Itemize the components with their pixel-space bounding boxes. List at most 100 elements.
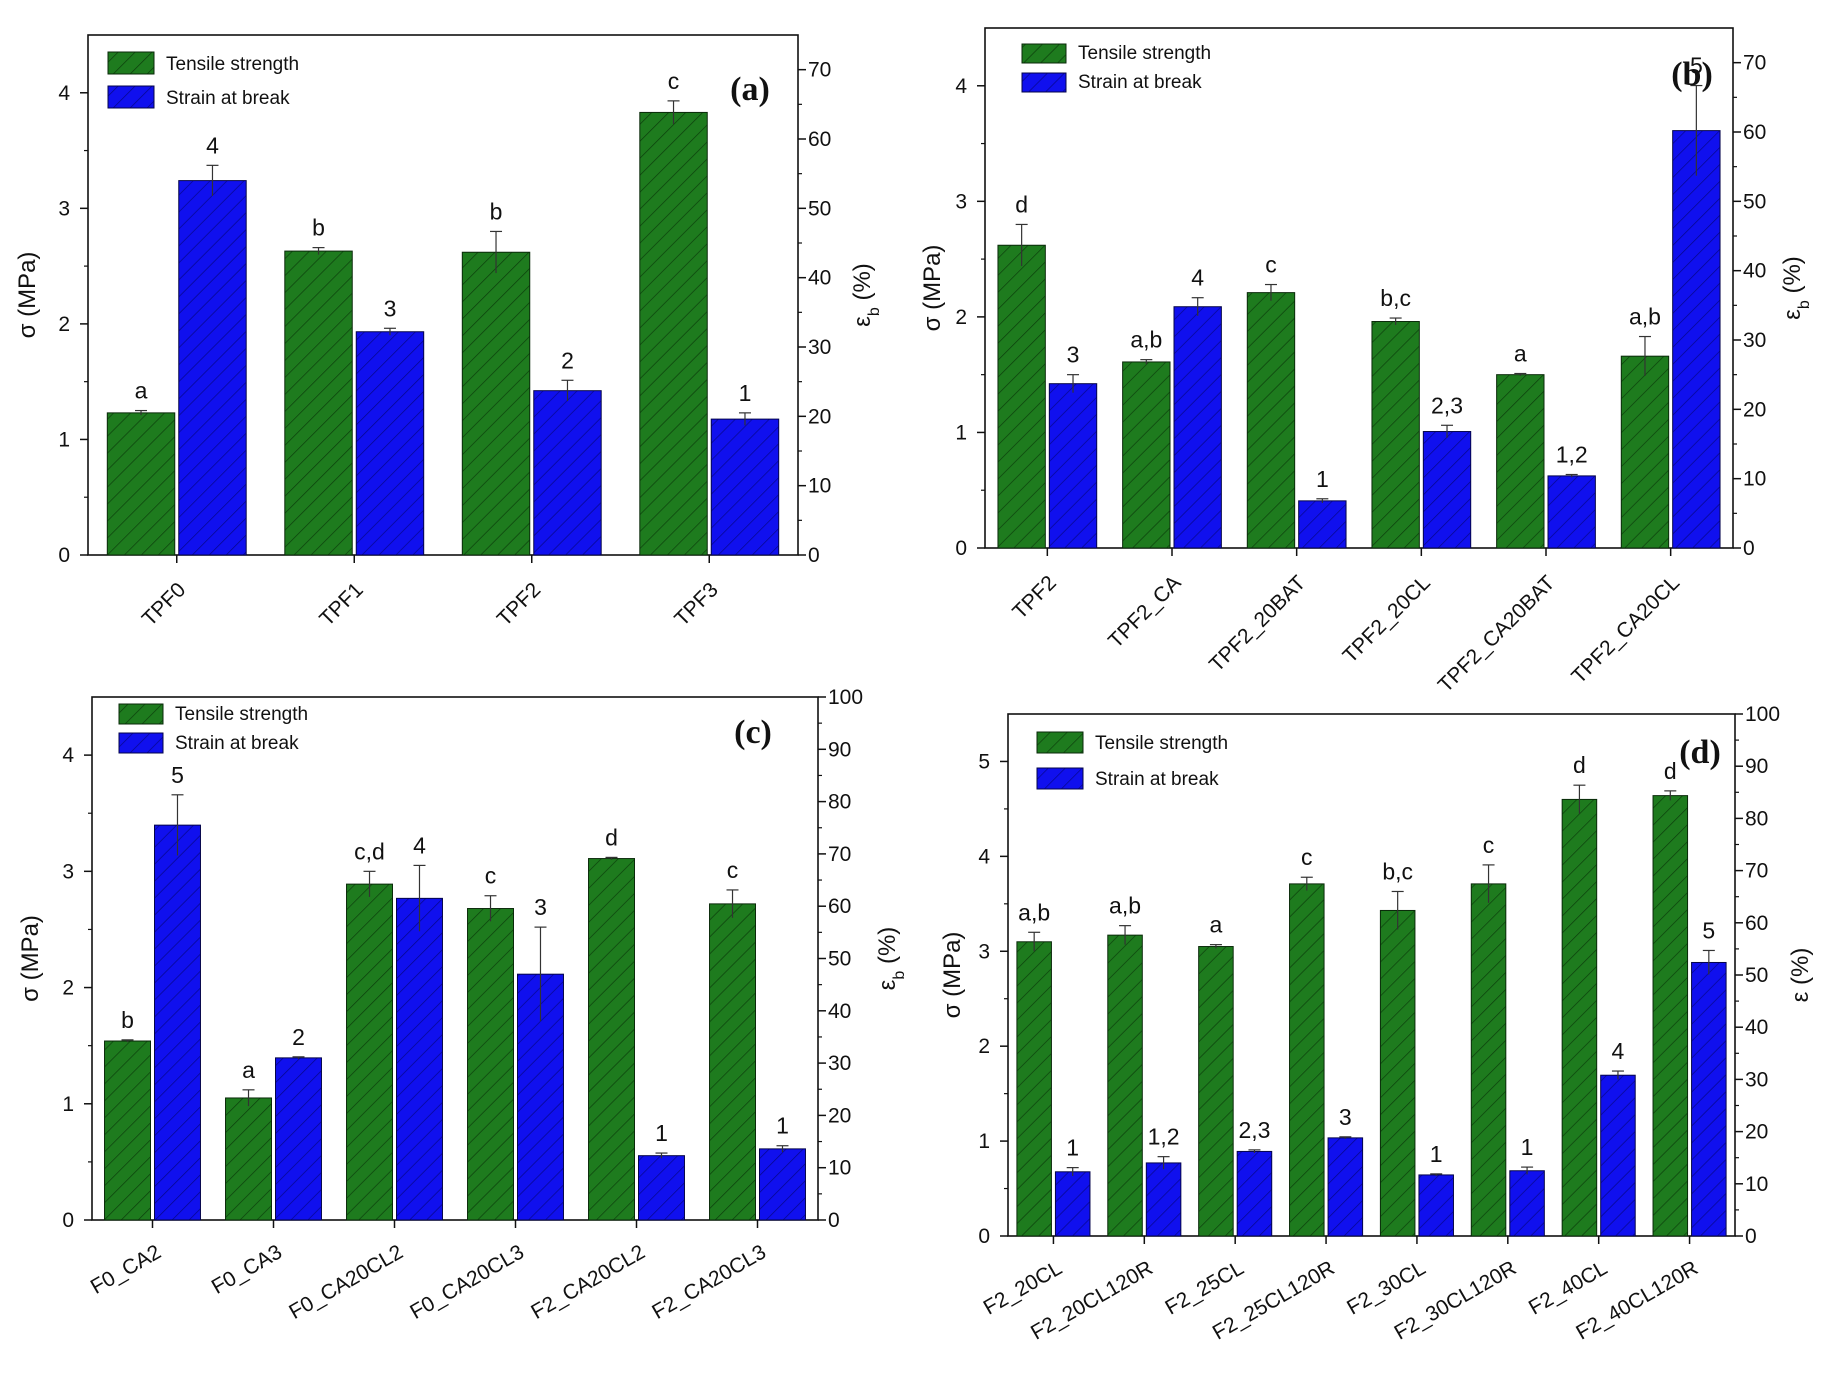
tensile-bar	[639, 111, 708, 556]
strain-bar	[1422, 431, 1472, 549]
panel-label: (a)	[730, 71, 770, 108]
strain-significance-label: 2	[561, 347, 574, 373]
tensile-bar	[284, 250, 353, 556]
strain-bar	[1054, 1171, 1091, 1237]
y-tick-label: 0	[58, 544, 70, 567]
strain-significance-label: 5	[171, 762, 184, 788]
strain-significance-label: 1,2	[1148, 1124, 1180, 1150]
tensile-bar	[1470, 883, 1507, 1237]
x-tick-label: TPF2_20BAT	[1205, 571, 1310, 676]
strain-significance-label: 4	[413, 832, 426, 858]
y-tick-label: 0	[62, 1209, 74, 1232]
y2-axis-label-sub: b	[1796, 300, 1813, 309]
y2-tick-label: 50	[828, 948, 851, 971]
y-tick-label: 2	[978, 1035, 990, 1058]
tensile-bar	[106, 412, 176, 556]
tensile-significance-label: b,c	[1380, 285, 1411, 311]
strain-bar	[710, 418, 780, 556]
x-tick-label: F0_CA20CL2	[285, 1240, 407, 1324]
strain-significance-label: 3	[1339, 1104, 1352, 1130]
y2-tick-label: 30	[1743, 329, 1766, 352]
y-tick-label: 3	[58, 197, 70, 220]
y2-tick-label: 0	[808, 544, 820, 567]
y2-tick-label: 30	[808, 336, 831, 359]
tensile-significance-label: c	[668, 68, 680, 94]
y2-tick-label: 60	[1745, 912, 1768, 935]
y2-tick-label: 70	[1745, 860, 1768, 883]
strain-bar	[1145, 1162, 1182, 1237]
strain-significance-label: 1	[1430, 1141, 1443, 1167]
y2-tick-label: 100	[828, 686, 863, 709]
tensile-significance-label: a,b	[1130, 327, 1162, 353]
y2-tick-label: 90	[828, 738, 851, 761]
y-tick-label: 3	[955, 190, 967, 213]
tensile-bar	[1198, 946, 1234, 1237]
tensile-significance-label: a,b	[1018, 899, 1050, 925]
y2-tick-label: 50	[808, 197, 831, 220]
legend-swatch-strain	[1021, 72, 1067, 93]
strain-significance-label: 3	[534, 894, 547, 920]
strain-bar	[1173, 306, 1222, 549]
strain-bar	[638, 1155, 685, 1221]
legend-swatch-tensile	[118, 703, 164, 725]
legend-swatch-strain	[1036, 767, 1084, 790]
plot-frame	[984, 27, 1734, 549]
y-tick-label: 0	[978, 1225, 990, 1248]
tensile-bar	[467, 908, 514, 1221]
tensile-bar	[1016, 941, 1052, 1237]
y2-axis-label: εb (%)	[1779, 256, 1813, 320]
y2-tick-label: 90	[1745, 755, 1768, 778]
y2-tick-label: 0	[1743, 537, 1755, 560]
strain-significance-label: 5	[1702, 917, 1715, 943]
strain-bar	[154, 824, 201, 1221]
tensile-significance-label: d	[605, 824, 618, 850]
strain-significance-label: 1	[1066, 1135, 1079, 1161]
x-tick-label: TPF2_CA20BAT	[1434, 571, 1560, 697]
strain-bar	[1236, 1150, 1273, 1237]
strain-significance-label: 1	[1316, 466, 1329, 492]
x-tick-label: TPF0	[138, 578, 191, 631]
y-tick-label: 4	[955, 75, 967, 98]
tensile-significance-label: a	[242, 1057, 255, 1083]
tensile-bar	[1122, 361, 1171, 549]
strain-significance-label: 1	[1521, 1134, 1534, 1160]
y2-tick-label: 60	[808, 128, 831, 151]
tensile-significance-label: c	[485, 863, 497, 889]
legend-label-tensile: Tensile strength	[166, 54, 299, 75]
y-tick-label: 3	[978, 940, 990, 963]
y-tick-label: 1	[955, 421, 967, 444]
y2-tick-label: 50	[1743, 190, 1766, 213]
tensile-bar	[461, 251, 531, 556]
y-axis-label: σ (MPa)	[939, 932, 966, 1019]
y2-tick-label: 30	[828, 1052, 851, 1075]
tensile-bar	[1620, 355, 1670, 549]
legend-label-strain: Strain at break	[166, 88, 290, 109]
tensile-bar	[588, 858, 636, 1221]
tensile-significance-label: b	[312, 215, 325, 241]
y2-axis-label-unit: (%)	[1779, 256, 1806, 300]
y2-tick-label: 10	[1745, 1173, 1768, 1196]
y-axis-label: σ (MPa)	[919, 245, 946, 332]
tensile-bar	[1107, 934, 1143, 1237]
tensile-significance-label: a,b	[1629, 304, 1661, 330]
x-tick-label: F0_CA3	[208, 1240, 286, 1298]
y-tick-label: 0	[955, 537, 967, 560]
y2-tick-label: 20	[1743, 398, 1766, 421]
legend-swatch-tensile	[107, 51, 155, 75]
y-axis-label: σ (MPa)	[14, 252, 41, 339]
x-tick-label: F0_CA20CL3	[406, 1240, 528, 1324]
strain-significance-label: 4	[1612, 1038, 1625, 1064]
y-tick-label: 5	[978, 750, 990, 773]
tensile-significance-label: d	[1664, 758, 1677, 784]
panel-label: (c)	[734, 714, 772, 751]
strain-significance-label: 1	[655, 1120, 668, 1146]
strain-bar	[533, 390, 602, 556]
strain-bar	[1509, 1170, 1545, 1237]
tensile-bar	[346, 883, 393, 1221]
legend-swatch-strain	[118, 732, 164, 754]
tensile-bar	[709, 903, 757, 1221]
panel-label: (d)	[1679, 734, 1721, 771]
